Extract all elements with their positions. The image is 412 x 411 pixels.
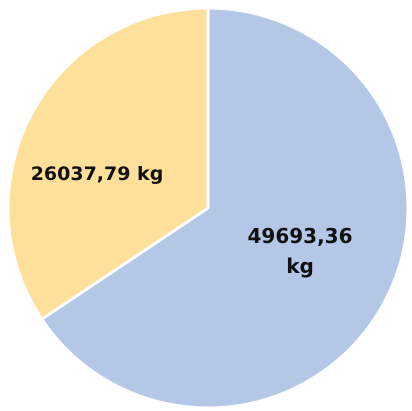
pie-slice-label-line: kg xyxy=(286,254,314,278)
pie-slice-label-0: 49693,36 kg xyxy=(247,224,352,278)
pie-slice-label-1: 26037,79 kg xyxy=(31,163,164,185)
pie-labels: 49693,36 kg 26037,79 kg xyxy=(31,163,353,278)
pie-slice-0 xyxy=(39,6,410,410)
pie-slice-1 xyxy=(6,6,210,322)
pie-slice-label-line: 49693,36 xyxy=(247,224,352,248)
pie-slices xyxy=(6,6,410,410)
pie-slice-label-line: 26037,79 kg xyxy=(31,163,164,185)
